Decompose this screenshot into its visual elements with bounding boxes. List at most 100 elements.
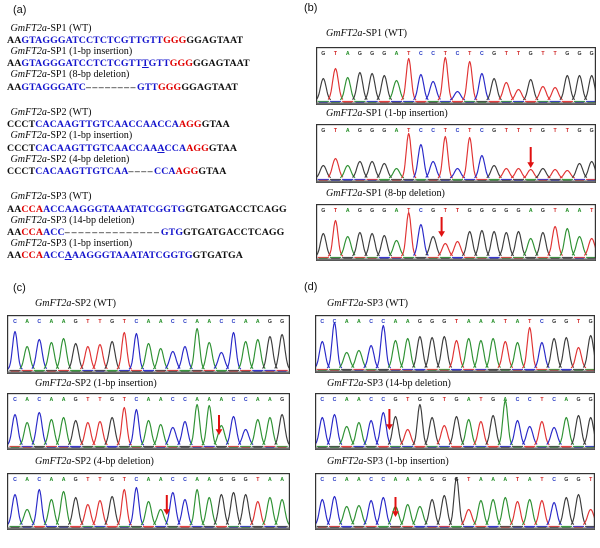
svg-text:A: A <box>50 319 54 325</box>
svg-text:C: C <box>13 397 17 403</box>
svg-text:A: A <box>357 477 361 483</box>
svg-text:C: C <box>369 477 373 483</box>
svg-text:G: G <box>430 397 434 403</box>
svg-text:T: T <box>98 319 102 325</box>
svg-text:C: C <box>431 128 435 134</box>
svg-text:T: T <box>529 128 533 134</box>
svg-text:G: G <box>590 51 594 57</box>
svg-text:C: C <box>135 477 139 483</box>
svg-text:G: G <box>492 128 496 134</box>
svg-text:A: A <box>25 397 29 403</box>
svg-text:T: T <box>590 208 594 214</box>
svg-text:G: G <box>219 477 223 483</box>
svg-text:C: C <box>183 397 187 403</box>
svg-text:A: A <box>395 51 399 57</box>
svg-text:T: T <box>540 477 544 483</box>
svg-text:C: C <box>456 51 460 57</box>
svg-text:T: T <box>123 397 127 403</box>
svg-text:T: T <box>505 128 509 134</box>
svg-text:G: G <box>577 51 581 57</box>
svg-text:G: G <box>565 51 569 57</box>
svg-text:A: A <box>345 319 349 325</box>
svg-text:C: C <box>381 477 385 483</box>
svg-text:G: G <box>418 397 422 403</box>
svg-text:C: C <box>480 128 484 134</box>
svg-text:G: G <box>268 319 272 325</box>
svg-text:G: G <box>321 128 325 134</box>
svg-text:T: T <box>256 477 260 483</box>
svg-text:A: A <box>25 477 29 483</box>
svg-text:T: T <box>455 319 459 325</box>
svg-text:C: C <box>369 319 373 325</box>
svg-text:A: A <box>62 397 66 403</box>
svg-text:G: G <box>244 477 248 483</box>
svg-text:A: A <box>244 319 248 325</box>
svg-text:T: T <box>517 128 521 134</box>
svg-text:A: A <box>195 477 199 483</box>
svg-text:A: A <box>528 477 532 483</box>
svg-text:A: A <box>346 128 350 134</box>
svg-text:A: A <box>207 397 211 403</box>
svg-text:A: A <box>25 319 29 325</box>
svg-text:T: T <box>577 319 581 325</box>
svg-text:A: A <box>345 477 349 483</box>
svg-text:G: G <box>370 51 374 57</box>
svg-text:G: G <box>577 128 581 134</box>
svg-text:A: A <box>50 397 54 403</box>
svg-text:G: G <box>430 477 434 483</box>
svg-text:T: T <box>479 397 483 403</box>
svg-text:A: A <box>220 397 224 403</box>
svg-text:G: G <box>431 208 435 214</box>
svg-text:C: C <box>232 397 236 403</box>
svg-text:G: G <box>564 319 568 325</box>
svg-text:A: A <box>503 397 507 403</box>
svg-text:G: G <box>516 208 520 214</box>
svg-text:T: T <box>444 128 448 134</box>
svg-text:G: G <box>468 208 472 214</box>
svg-text:T: T <box>554 208 558 214</box>
svg-text:C: C <box>381 319 385 325</box>
svg-text:A: A <box>268 477 272 483</box>
svg-text:A: A <box>159 477 163 483</box>
svg-text:T: T <box>334 128 338 134</box>
svg-text:T: T <box>468 51 472 57</box>
svg-text:T: T <box>504 319 508 325</box>
svg-text:A: A <box>516 319 520 325</box>
svg-text:A: A <box>394 319 398 325</box>
svg-text:C: C <box>320 477 324 483</box>
svg-text:G: G <box>504 208 508 214</box>
svg-text:C: C <box>37 397 41 403</box>
svg-text:T: T <box>505 51 509 57</box>
svg-text:A: A <box>467 319 471 325</box>
svg-text:T: T <box>517 51 521 57</box>
svg-text:A: A <box>207 477 211 483</box>
svg-text:A: A <box>147 319 151 325</box>
svg-text:C: C <box>171 397 175 403</box>
svg-text:G: G <box>358 51 362 57</box>
svg-text:T: T <box>566 128 570 134</box>
svg-text:T: T <box>86 477 90 483</box>
svg-text:T: T <box>541 51 545 57</box>
svg-text:A: A <box>195 319 199 325</box>
svg-text:G: G <box>454 477 458 483</box>
svg-text:G: G <box>418 319 422 325</box>
svg-text:C: C <box>431 51 435 57</box>
svg-text:T: T <box>86 319 90 325</box>
svg-text:A: A <box>564 397 568 403</box>
svg-text:A: A <box>280 477 284 483</box>
svg-text:C: C <box>480 51 484 57</box>
svg-text:A: A <box>578 208 582 214</box>
svg-text:T: T <box>456 208 460 214</box>
svg-text:C: C <box>135 397 139 403</box>
svg-text:T: T <box>540 397 544 403</box>
svg-text:C: C <box>183 319 187 325</box>
svg-text:G: G <box>552 319 556 325</box>
svg-text:G: G <box>454 397 458 403</box>
svg-text:A: A <box>406 319 410 325</box>
svg-text:T: T <box>334 51 338 57</box>
svg-text:G: G <box>492 208 496 214</box>
svg-text:A: A <box>268 397 272 403</box>
svg-text:A: A <box>479 477 483 483</box>
svg-text:A: A <box>357 397 361 403</box>
svg-text:A: A <box>394 477 398 483</box>
